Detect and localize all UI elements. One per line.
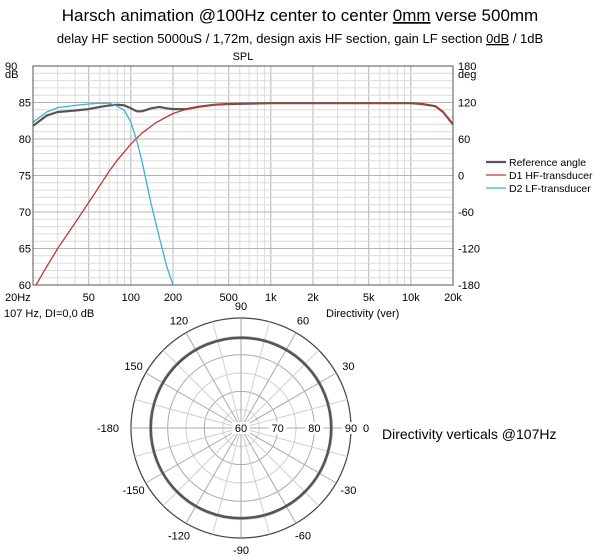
- polar-radial-label-bg: [268, 422, 287, 434]
- polar-angle-label: 60: [297, 316, 309, 328]
- polar-angle-label: -150: [123, 485, 145, 497]
- left-axis-unit: dB: [5, 69, 18, 81]
- polar-angle-label: -60: [295, 530, 311, 542]
- series-line-2: [35, 102, 453, 285]
- x-tick-label: 50: [83, 292, 95, 304]
- polar-spoke: [185, 332, 242, 429]
- legend-label: Reference angle: [509, 157, 586, 169]
- left-tick-label: 65: [19, 244, 31, 256]
- polar-spoke: [240, 399, 348, 429]
- polar-spoke: [240, 349, 320, 429]
- x-axis-label: Directivity (ver): [326, 308, 399, 320]
- legend-label: D2 LF-transducer: [509, 183, 591, 195]
- polar-angle-label: -120: [168, 530, 190, 542]
- figure-subtitle: delay HF section 5000uS / 1,72m, design …: [57, 31, 543, 46]
- left-tick-label: 75: [19, 171, 31, 183]
- right-axis-unit: deg: [458, 69, 476, 81]
- polar-grid: [130, 317, 352, 539]
- polar-spoke: [212, 321, 242, 429]
- x-axis-ticks: 20Hz 50 100 200 500 1k 2k 5k 10k 20k: [5, 292, 462, 304]
- polar-radial-label-bg: [342, 422, 360, 434]
- left-tick-label: 70: [19, 207, 31, 219]
- polar-spoke: [212, 427, 242, 535]
- polar-angle-labels: 0 30 60 90 120 150 -180 -150 -120 -90 -60 -30: [97, 301, 369, 557]
- polar-radial-label: 90: [345, 423, 357, 435]
- right-tick-label: -180: [458, 280, 480, 292]
- right-tick-label: 0: [458, 171, 464, 183]
- spl-plot-frame: [32, 65, 454, 286]
- polar-spoke: [240, 427, 270, 535]
- polar-radial-labels: 60 70 80 90: [232, 422, 360, 435]
- spl-series-group: [33, 102, 453, 285]
- left-axis-ticks: 90 85 80 75 70 65 60: [5, 61, 31, 292]
- polar-radial-label: 60: [235, 423, 247, 435]
- polar-angle-label: 120: [170, 316, 188, 328]
- polar-angle-label: 90: [235, 301, 247, 313]
- polar-spoke: [240, 427, 297, 524]
- polar-radial-label-bg: [232, 422, 250, 434]
- left-tick-label: 60: [19, 280, 31, 292]
- left-tick-label: 90: [5, 61, 17, 73]
- x-tick-label: 100: [122, 292, 140, 304]
- x-tick-label: 20k: [444, 292, 462, 304]
- polar-angle-label: 30: [342, 361, 354, 373]
- polar-chart: 0 30 60 90 120 150 -180 -150 -120 -90 -60 -30 60 70 8…: [97, 301, 557, 557]
- x-tick-label: 1k: [265, 292, 277, 304]
- spl-grid: [33, 66, 453, 285]
- polar-spoke: [145, 372, 242, 429]
- figure-title: Harsch animation @100Hz center to center…: [62, 6, 538, 25]
- right-axis-ticks: 180 120 60 0 -60 -120 -180: [458, 61, 480, 292]
- polar-spoke: [185, 427, 242, 524]
- x-tick-label: 20Hz: [5, 292, 31, 304]
- left-tick-label: 80: [19, 134, 31, 146]
- polar-angle-label: 0: [363, 423, 369, 435]
- polar-spoke: [240, 332, 297, 429]
- polar-spoke: [162, 349, 242, 429]
- polar-series-group: [149, 336, 333, 520]
- x-tick-label: 500: [220, 292, 238, 304]
- frequency-info-label: 107 Hz, DI=0,0 dB: [4, 308, 94, 320]
- polar-radial-label: 70: [272, 423, 284, 435]
- left-tick-label: 85: [19, 98, 31, 110]
- x-tick-label: 5k: [363, 292, 375, 304]
- polar-spoke: [240, 427, 348, 457]
- legend-label: D1 HF-transducer: [509, 170, 593, 182]
- polar-angle-label: 150: [124, 361, 142, 373]
- right-tick-label: 60: [458, 134, 470, 146]
- polar-spoke: [134, 427, 242, 457]
- polar-spoke: [240, 372, 337, 429]
- x-tick-label: 200: [164, 292, 182, 304]
- polar-spoke: [240, 321, 270, 429]
- polar-angle-label: -180: [97, 423, 119, 435]
- right-tick-label: 120: [458, 98, 476, 110]
- polar-radial-label: 80: [308, 423, 320, 435]
- spl-chart: SPL dB deg 90 85 80 75 70 65 60 180 120 60 0 -60 -1…: [4, 51, 593, 320]
- right-tick-label: -60: [458, 207, 474, 219]
- polar-spoke: [145, 427, 242, 484]
- spl-chart-title: SPL: [233, 51, 254, 63]
- right-tick-label: -120: [458, 244, 480, 256]
- series-line-3: [33, 102, 174, 285]
- polar-spoke: [240, 427, 320, 507]
- right-tick-label: 180: [458, 61, 476, 73]
- polar-spoke: [134, 399, 242, 429]
- polar-caption: Directivity verticals @107Hz: [382, 426, 556, 442]
- polar-spoke: [162, 427, 242, 507]
- polar-angle-label: -30: [340, 485, 356, 497]
- polar-spoke: [240, 427, 337, 484]
- polar-angle-label: -90: [233, 545, 249, 557]
- polar-series-trace-1: [149, 336, 333, 520]
- x-tick-label: 2k: [307, 292, 319, 304]
- x-tick-label: 10k: [402, 292, 420, 304]
- polar-radial-label-bg: [305, 422, 324, 434]
